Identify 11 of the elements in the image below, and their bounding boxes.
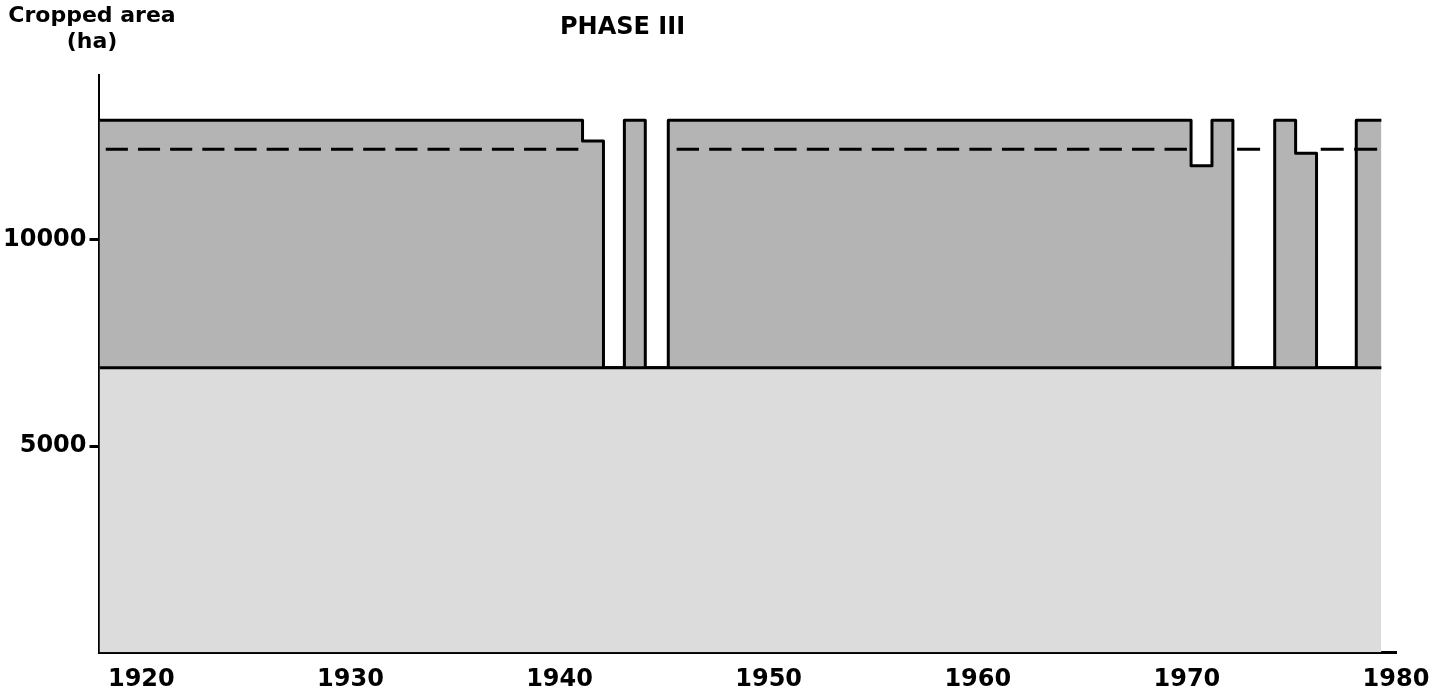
- x-tick-label: 1940: [526, 663, 593, 692]
- x-tick-label: 1970: [1153, 663, 1221, 692]
- x-tick-label: 1960: [944, 663, 1012, 692]
- chart-title: PHASE III: [560, 12, 686, 40]
- x-tick-label: 1920: [107, 663, 175, 692]
- x-tick-label: 1950: [735, 663, 803, 692]
- x-tick-label: 1930: [317, 663, 384, 692]
- x-tick-label: 1980: [1362, 663, 1430, 692]
- y-tick-label: 5000: [19, 430, 87, 459]
- y-tick-label: 10000: [3, 224, 87, 253]
- y-axis-title: Cropped area (ha): [7, 2, 177, 54]
